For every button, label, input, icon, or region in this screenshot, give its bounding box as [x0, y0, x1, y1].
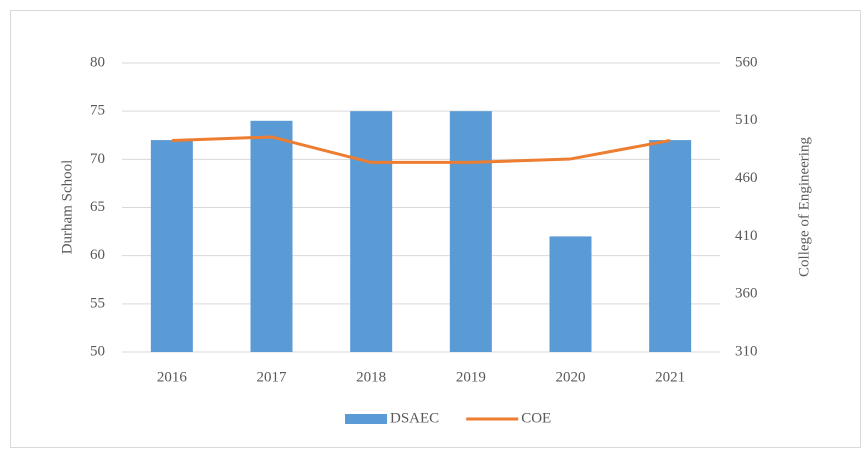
bar	[649, 140, 692, 352]
y-tick-label: 60	[90, 247, 105, 263]
bar	[250, 120, 293, 352]
x-tick-label: 2020	[556, 369, 586, 385]
x-tick-label: 2019	[456, 369, 486, 385]
x-tick-label: 2021	[655, 369, 685, 385]
bar	[350, 111, 393, 353]
y2-axis-title: College of Engineering	[796, 137, 812, 277]
y-tick-label: 80	[90, 54, 105, 70]
legend-label: COE	[521, 410, 551, 426]
bar	[549, 236, 592, 352]
line	[171, 135, 671, 164]
y2-tick-label: 360	[735, 286, 758, 302]
chart-frame	[10, 10, 861, 448]
y2-tick-label: 460	[735, 170, 758, 186]
y2-tick-label: 410	[735, 228, 758, 244]
y2-tick-label: 310	[735, 343, 758, 359]
x-tick-label: 2017	[257, 369, 288, 385]
bar	[449, 111, 492, 353]
y-tick-label: 50	[90, 343, 105, 359]
y2-tick-label: 560	[735, 54, 758, 70]
y-tick-label: 70	[90, 151, 105, 167]
x-tick-label: 2016	[157, 369, 188, 385]
y-tick-label: 75	[90, 103, 105, 119]
y-tick-label: 65	[90, 199, 105, 215]
y2-tick-label: 510	[735, 112, 758, 128]
y-axis-title: Durham School	[59, 160, 75, 255]
y-tick-label: 55	[90, 295, 105, 311]
legend-swatch	[345, 414, 387, 424]
bar	[150, 140, 193, 352]
legend-label: DSAEC	[390, 410, 439, 426]
x-tick-label: 2018	[356, 369, 386, 385]
